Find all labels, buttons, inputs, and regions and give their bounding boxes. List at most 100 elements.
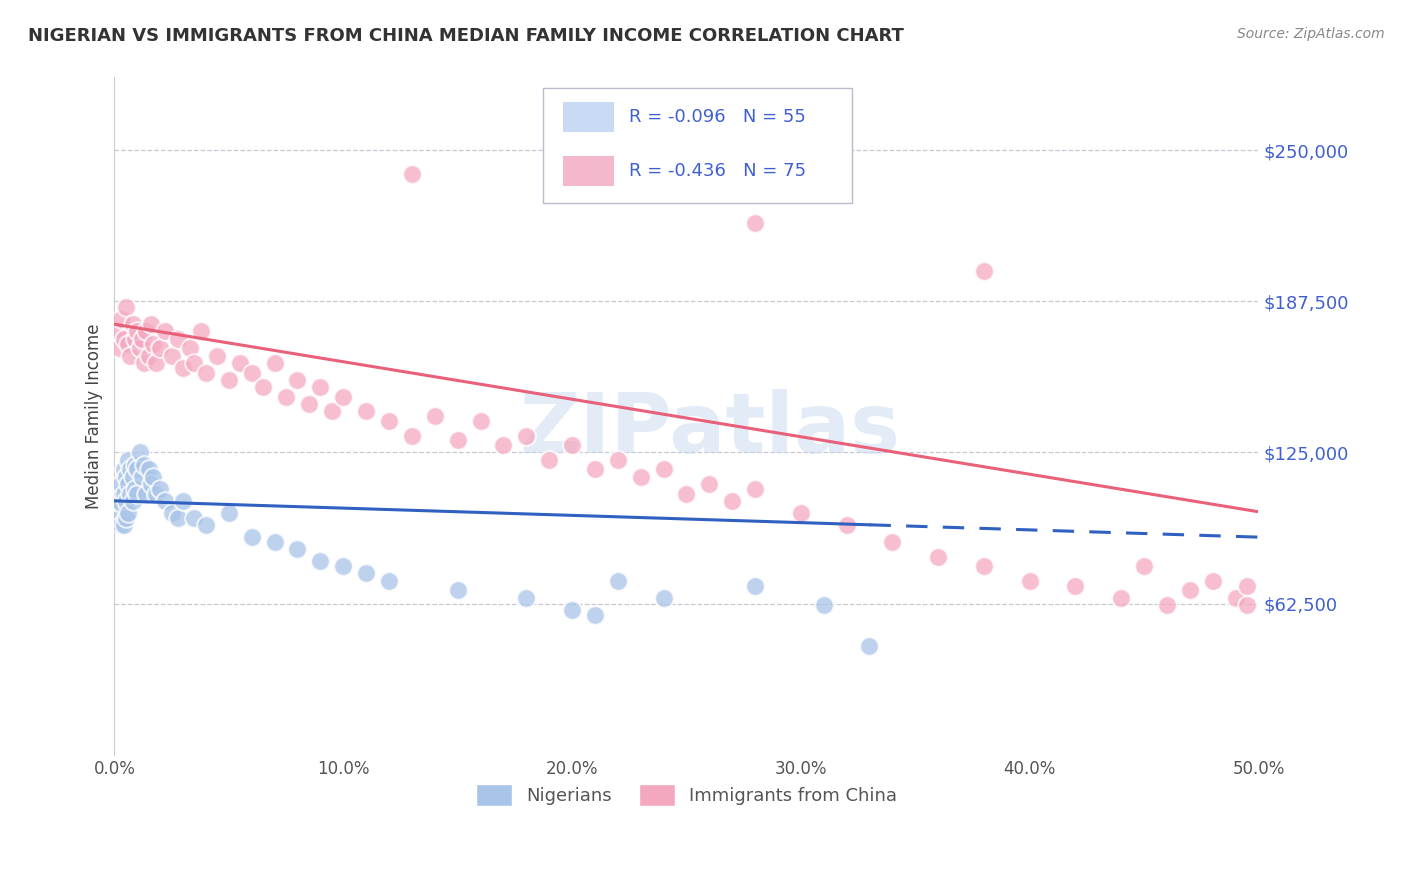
Point xyxy=(115,510,138,524)
Point xyxy=(298,397,321,411)
Point xyxy=(423,409,446,424)
Point xyxy=(744,216,766,230)
Point xyxy=(1133,559,1156,574)
Point xyxy=(172,493,194,508)
Point xyxy=(124,458,146,472)
Point xyxy=(167,332,190,346)
Point xyxy=(1156,598,1178,612)
Point xyxy=(229,356,252,370)
Point xyxy=(160,506,183,520)
Point xyxy=(240,366,263,380)
Point xyxy=(218,373,240,387)
Point xyxy=(446,583,468,598)
Point xyxy=(110,496,132,510)
Point xyxy=(127,486,149,500)
Point xyxy=(583,607,606,622)
Point xyxy=(134,356,156,370)
Point xyxy=(115,300,138,314)
Point xyxy=(145,356,167,370)
Point xyxy=(263,356,285,370)
Bar xyxy=(562,156,614,186)
Point xyxy=(583,462,606,476)
Point xyxy=(128,342,150,356)
Point xyxy=(120,486,142,500)
Point xyxy=(378,414,401,428)
Point xyxy=(263,535,285,549)
Point xyxy=(131,332,153,346)
Point xyxy=(149,482,172,496)
Point xyxy=(134,458,156,472)
Point xyxy=(112,518,135,533)
Point xyxy=(697,477,720,491)
Point xyxy=(561,603,583,617)
Point xyxy=(835,518,858,533)
Point xyxy=(105,325,128,339)
Point xyxy=(142,336,165,351)
Point xyxy=(149,342,172,356)
Point xyxy=(287,373,309,387)
Point xyxy=(561,438,583,452)
Point xyxy=(127,462,149,476)
Point xyxy=(108,510,131,524)
Point xyxy=(138,462,160,476)
Text: NIGERIAN VS IMMIGRANTS FROM CHINA MEDIAN FAMILY INCOME CORRELATION CHART: NIGERIAN VS IMMIGRANTS FROM CHINA MEDIAN… xyxy=(28,27,904,45)
Text: Source: ZipAtlas.com: Source: ZipAtlas.com xyxy=(1237,27,1385,41)
Point xyxy=(354,566,377,581)
Text: R = -0.096   N = 55: R = -0.096 N = 55 xyxy=(630,108,806,126)
Point xyxy=(207,349,229,363)
Point xyxy=(120,462,142,476)
Point xyxy=(167,510,190,524)
Point xyxy=(124,332,146,346)
Point xyxy=(515,428,537,442)
Point xyxy=(179,342,201,356)
Point xyxy=(675,486,697,500)
Point xyxy=(108,342,131,356)
Point xyxy=(108,486,131,500)
Point xyxy=(1064,578,1087,592)
Point xyxy=(117,336,139,351)
Point xyxy=(858,639,880,653)
Point xyxy=(470,414,492,428)
Point xyxy=(721,493,744,508)
Point xyxy=(287,542,309,557)
Point xyxy=(115,469,138,483)
Point xyxy=(332,390,354,404)
Point xyxy=(606,574,628,588)
Point xyxy=(1236,598,1258,612)
Point xyxy=(744,482,766,496)
Point xyxy=(145,486,167,500)
Point xyxy=(354,404,377,418)
Point xyxy=(401,428,423,442)
Point xyxy=(128,445,150,459)
Text: R = -0.436   N = 75: R = -0.436 N = 75 xyxy=(630,162,807,180)
Point xyxy=(117,452,139,467)
Point xyxy=(194,366,217,380)
Point xyxy=(492,438,515,452)
Point xyxy=(252,380,274,394)
Point xyxy=(1018,574,1040,588)
Point xyxy=(1109,591,1132,605)
FancyBboxPatch shape xyxy=(544,87,852,202)
Point xyxy=(882,535,904,549)
Point xyxy=(218,506,240,520)
Point xyxy=(117,477,139,491)
Point xyxy=(744,578,766,592)
Point xyxy=(194,518,217,533)
Point xyxy=(124,482,146,496)
Point xyxy=(321,404,343,418)
Text: ZIPatlas: ZIPatlas xyxy=(519,389,900,470)
Point xyxy=(112,462,135,476)
Point xyxy=(172,360,194,375)
Point xyxy=(813,598,835,612)
Point xyxy=(378,574,401,588)
Point xyxy=(1225,591,1247,605)
Point xyxy=(606,452,628,467)
Point xyxy=(110,312,132,326)
Point xyxy=(121,493,143,508)
Y-axis label: Median Family Income: Median Family Income xyxy=(86,324,103,509)
Point xyxy=(153,325,176,339)
Point xyxy=(1236,578,1258,592)
Bar xyxy=(562,102,614,132)
Point xyxy=(309,554,332,568)
Point xyxy=(138,349,160,363)
